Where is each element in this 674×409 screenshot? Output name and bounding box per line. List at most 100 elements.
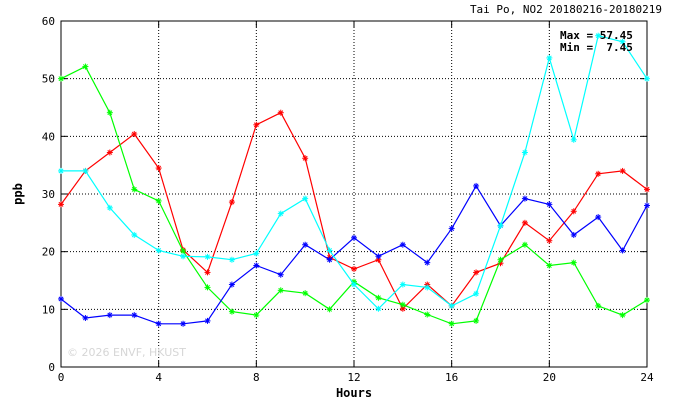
data-point [302, 195, 309, 202]
max-label: Max = 57.45 [560, 29, 633, 42]
data-point [302, 241, 309, 248]
data-point [595, 170, 602, 177]
y-tick-label: 30 [42, 188, 55, 201]
data-point [546, 237, 553, 244]
data-point [619, 167, 626, 174]
data-point [546, 54, 553, 61]
data-point [473, 182, 480, 189]
data-point [375, 305, 382, 312]
series-4 [58, 32, 650, 312]
x-tick-label: 20 [543, 371, 556, 384]
data-point [58, 295, 64, 302]
data-point [546, 201, 553, 208]
data-point [106, 312, 113, 319]
data-point [82, 314, 89, 321]
data-point [228, 281, 235, 288]
data-point [58, 201, 64, 208]
data-point [204, 317, 211, 324]
grid-lines [61, 21, 647, 367]
data-point [521, 149, 528, 156]
data-point [277, 271, 284, 278]
data-point [521, 195, 528, 202]
data-point [448, 320, 455, 327]
data-point [424, 284, 431, 291]
data-point [155, 165, 162, 172]
data-point [131, 131, 138, 138]
data-point [82, 167, 89, 174]
data-point [58, 167, 64, 174]
data-point [570, 208, 577, 215]
data-point [644, 202, 650, 209]
y-tick-label: 50 [42, 73, 55, 86]
data-point [570, 259, 577, 266]
data-point [570, 231, 577, 238]
data-point [521, 219, 528, 226]
data-point [204, 284, 211, 291]
x-tick-label: 8 [253, 371, 260, 384]
data-point [155, 247, 162, 254]
data-point [253, 312, 260, 319]
data-point [106, 109, 113, 116]
data-point [131, 312, 138, 319]
data-point [546, 262, 553, 269]
watermark: © 2026 ENVF, HKUST [67, 346, 186, 359]
data-point [253, 262, 260, 269]
data-point [228, 256, 235, 263]
data-point [570, 136, 577, 143]
data-point [82, 63, 89, 70]
data-point [497, 222, 504, 229]
data-point [351, 281, 357, 288]
data-point [424, 311, 431, 318]
data-point [180, 253, 187, 260]
data-point [253, 121, 260, 128]
data-point [326, 247, 333, 254]
data-point [302, 290, 309, 297]
data-point [375, 294, 382, 301]
data-point [204, 269, 211, 276]
data-point [521, 241, 528, 248]
x-tick-label: 4 [155, 371, 162, 384]
axis-ticks: 0 4 8 12 16 20 24 0 10 20 30 40 50 60 [42, 15, 654, 384]
data-point [644, 75, 650, 82]
data-point [204, 253, 211, 260]
data-point [497, 256, 504, 263]
data-point [595, 214, 602, 221]
data-point [106, 149, 113, 156]
data-point [399, 301, 406, 308]
data-point [277, 210, 284, 217]
data-point [448, 302, 455, 309]
data-point [619, 312, 626, 319]
y-tick-label: 20 [42, 246, 55, 259]
data-point [473, 317, 480, 324]
y-axis-label: ppb [11, 183, 25, 205]
data-point [351, 265, 357, 272]
y-tick-label: 0 [48, 361, 55, 374]
data-point [228, 308, 235, 315]
x-tick-label: 0 [58, 371, 65, 384]
data-point [302, 155, 309, 162]
data-point [106, 204, 113, 211]
data-point [473, 290, 480, 297]
y-tick-label: 10 [42, 303, 55, 316]
data-point [351, 234, 357, 241]
x-tick-label: 24 [640, 371, 654, 384]
data-point [473, 269, 480, 276]
data-point [58, 75, 64, 82]
data-point [448, 225, 455, 232]
data-point [253, 250, 260, 257]
chart-title: Tai Po, NO2 20180216-20180219 [470, 3, 662, 16]
data-point [399, 241, 406, 248]
data-point [228, 199, 235, 206]
data-point [424, 259, 431, 266]
data-point [326, 306, 333, 313]
series-layer [58, 32, 650, 327]
x-tick-label: 12 [347, 371, 360, 384]
data-point [277, 287, 284, 294]
data-point [644, 186, 650, 193]
data-point [131, 231, 138, 238]
data-point [375, 253, 382, 260]
data-point [619, 38, 626, 45]
data-point [326, 256, 333, 263]
